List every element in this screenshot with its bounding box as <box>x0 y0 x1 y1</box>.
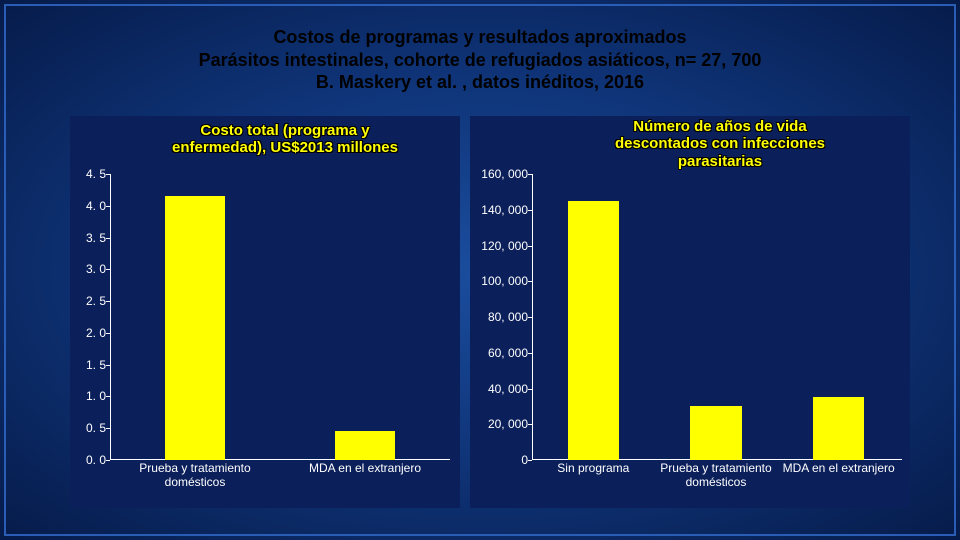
bar <box>813 397 865 460</box>
charts-row: Costo total (programa y enfermedad), US$… <box>70 116 930 520</box>
y-tick-label: 140, 000 <box>472 203 528 217</box>
right-chart-panel: Número de años de vida descontados con i… <box>470 116 910 508</box>
y-tick-label: 4. 0 <box>50 199 106 213</box>
y-tick-label: 0. 5 <box>50 421 106 435</box>
y-tick-label: 40, 000 <box>472 382 528 396</box>
y-tick-label: 3. 5 <box>50 231 106 245</box>
y-tick-label: 0. 0 <box>50 453 106 467</box>
x-category-label: Prueba y tratamiento domésticos <box>655 462 778 490</box>
right-chart-title: Número de años de vida descontados con i… <box>540 118 900 170</box>
y-tick-label: 2. 0 <box>50 326 106 340</box>
y-tick-label: 160, 000 <box>472 167 528 181</box>
y-tick-label: 2. 5 <box>50 294 106 308</box>
left-chart-title: Costo total (programa y enfermedad), US$… <box>120 122 450 157</box>
y-tick-label: 1. 0 <box>50 389 106 403</box>
right-y-axis <box>532 174 533 460</box>
slide: Costos de programas y resultados aproxim… <box>0 0 960 540</box>
bar <box>690 406 742 460</box>
y-tick-label: 4. 5 <box>50 167 106 181</box>
x-category-label: MDA en el extranjero <box>777 462 900 476</box>
y-tick-label: 20, 000 <box>472 417 528 431</box>
title-block: Costos de programas y resultados aproxim… <box>0 26 960 94</box>
title-line-3: B. Maskery et al. , datos inéditos, 2016 <box>0 71 960 94</box>
left-chart-title-l2: enfermedad), US$2013 millones <box>172 139 398 156</box>
y-tick-label: 100, 000 <box>472 274 528 288</box>
y-tick-label: 120, 000 <box>472 239 528 253</box>
left-chart-title-l1: Costo total (programa y <box>200 122 369 139</box>
bar <box>165 196 225 460</box>
y-tick-mark <box>106 460 110 461</box>
y-tick-label: 60, 000 <box>472 346 528 360</box>
left-y-axis <box>110 174 111 460</box>
right-chart-title-l2: descontados con infecciones <box>615 135 825 152</box>
y-tick-label: 3. 0 <box>50 262 106 276</box>
y-tick-mark <box>528 460 532 461</box>
bar <box>568 201 620 460</box>
left-x-labels: Prueba y tratamiento domésticosMDA en el… <box>110 462 450 508</box>
right-chart-title-l1: Número de años de vida <box>633 118 806 135</box>
y-tick-label: 1. 5 <box>50 358 106 372</box>
right-chart-title-l3: parasitarias <box>678 153 762 170</box>
left-x-axis <box>110 459 450 460</box>
title-line-2: Parásitos intestinales, cohorte de refug… <box>0 49 960 72</box>
left-chart-panel: Costo total (programa y enfermedad), US$… <box>70 116 460 508</box>
y-tick-label: 80, 000 <box>472 310 528 324</box>
y-tick-label: 0 <box>472 453 528 467</box>
x-category-label: Prueba y tratamiento domésticos <box>110 462 280 490</box>
right-plot-area <box>532 174 902 460</box>
title-line-1: Costos de programas y resultados aproxim… <box>0 26 960 49</box>
bar <box>335 431 395 460</box>
left-plot-area <box>110 174 450 460</box>
x-category-label: Sin programa <box>532 462 655 476</box>
x-category-label: MDA en el extranjero <box>280 462 450 476</box>
right-x-labels: Sin programaPrueba y tratamiento domésti… <box>532 462 902 508</box>
